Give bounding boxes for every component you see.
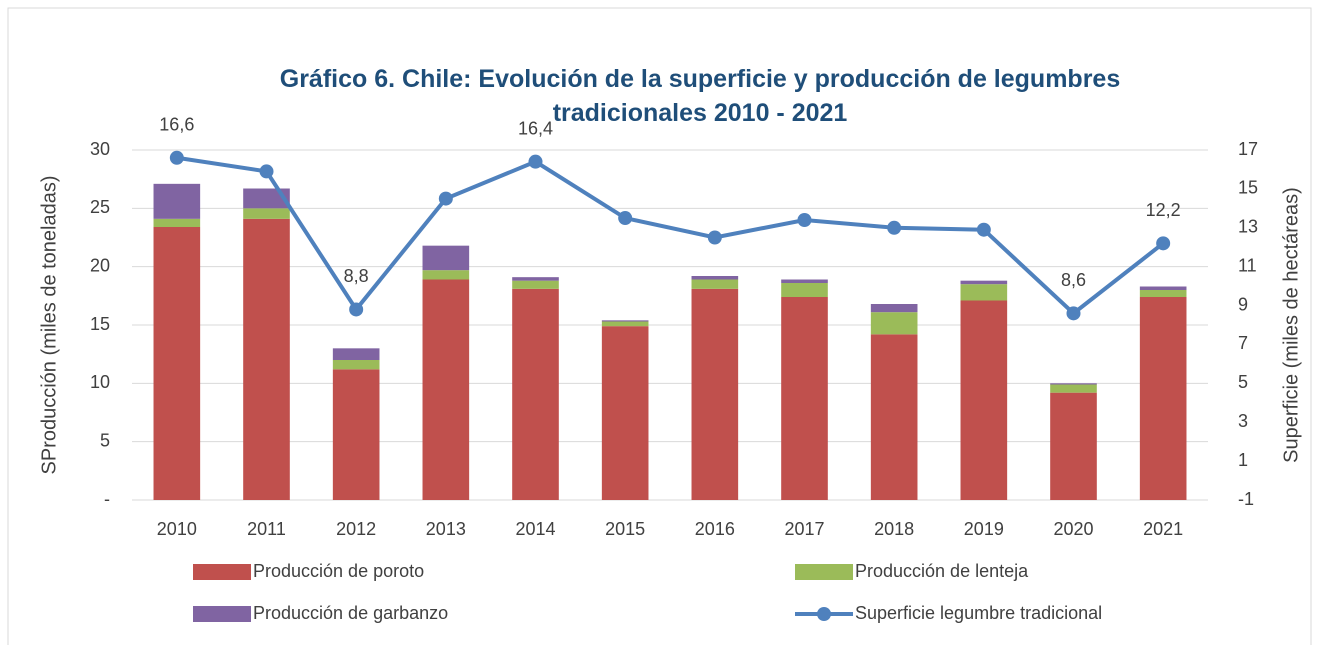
x-tick-label: 2011	[247, 519, 286, 539]
bar	[422, 270, 470, 280]
bar	[601, 320, 649, 322]
bar	[243, 208, 290, 219]
bar	[422, 279, 470, 500]
bar	[960, 280, 1008, 285]
bar	[512, 288, 559, 500]
line-marker	[528, 154, 543, 169]
x-tick-label: 2016	[695, 519, 735, 539]
bar	[960, 300, 1008, 500]
x-tick-label: 2021	[1143, 519, 1183, 539]
x-tick-label: 2014	[515, 519, 555, 539]
bar	[332, 369, 380, 500]
x-tick-label: 2017	[784, 519, 824, 539]
line-marker	[797, 213, 812, 227]
y2-axis-label: Superficie (miles de hectáreas)	[1280, 187, 1302, 463]
y2-tick-label: 5	[1238, 372, 1248, 392]
line-marker	[1066, 306, 1081, 321]
x-tick-label: 2015	[605, 519, 645, 539]
data-label: 16,6	[159, 115, 194, 135]
y2-tick-label: 1	[1238, 450, 1248, 470]
bar	[512, 277, 559, 281]
y-tick-label: 15	[90, 314, 110, 334]
bar	[422, 245, 470, 271]
y2-tick-label: 9	[1238, 294, 1248, 314]
legend-label: Superficie legumbre tradicional	[855, 603, 1102, 623]
line-marker	[169, 150, 184, 165]
bar	[960, 284, 1008, 301]
y-tick-label: 25	[90, 197, 110, 217]
chart-title: Gráfico 6. Chile: Evolución de la superf…	[279, 65, 1121, 127]
bar	[691, 279, 739, 289]
bar	[153, 218, 201, 227]
bar	[243, 188, 290, 209]
legend-label: Producción de lenteja	[855, 561, 1029, 581]
bar	[1050, 392, 1097, 500]
bar	[1050, 384, 1097, 393]
line-marker	[259, 164, 274, 179]
y-tick-label: 10	[90, 372, 110, 392]
y2-tick-label: 13	[1238, 217, 1258, 237]
bar	[1139, 286, 1187, 290]
legend-swatch	[795, 564, 853, 580]
bar	[691, 276, 739, 280]
line-marker	[618, 211, 633, 226]
bar	[781, 297, 828, 500]
legend-label: Producción de garbanzo	[253, 603, 448, 623]
bar	[870, 312, 918, 335]
data-label: 8,6	[1061, 270, 1086, 290]
y-axis-label: SProducción (miles de toneladas)	[38, 175, 60, 474]
y2-tick-label: 15	[1238, 178, 1258, 198]
bar	[332, 348, 380, 360]
line-marker	[438, 191, 453, 206]
bar	[1050, 383, 1097, 385]
x-tick-label: 2012	[336, 519, 376, 539]
legend-swatch	[193, 606, 251, 622]
bar	[332, 360, 380, 370]
bar	[870, 304, 918, 313]
y2-tick-label: 3	[1238, 411, 1248, 431]
x-tick-label: 2018	[874, 519, 914, 539]
data-label: 16,4	[518, 118, 553, 138]
data-label: 12,2	[1146, 200, 1181, 220]
y2-tick-label: 17	[1238, 139, 1258, 159]
bar	[601, 321, 649, 327]
bar	[691, 288, 739, 500]
data-label: 8,8	[344, 266, 369, 286]
bar	[512, 280, 559, 289]
bar	[781, 279, 828, 283]
line-marker	[1156, 236, 1171, 251]
bar	[870, 334, 918, 500]
y-tick-label: 5	[100, 430, 110, 450]
x-tick-label: 2019	[964, 519, 1004, 539]
x-tick-label: 2020	[1053, 519, 1093, 539]
bar	[601, 326, 649, 500]
x-tick-label: 2013	[426, 519, 466, 539]
y2-tick-label: -1	[1238, 489, 1254, 509]
x-tick-label: 2010	[157, 519, 197, 539]
line	[176, 155, 1165, 316]
bar	[1139, 290, 1187, 297]
line-marker	[349, 302, 364, 317]
line-marker	[707, 230, 722, 245]
bar	[781, 283, 828, 297]
legend-swatch	[193, 564, 251, 580]
bar	[153, 227, 201, 500]
y-tick-label: 20	[90, 255, 110, 275]
bar	[1139, 297, 1187, 500]
y-tick-label: -	[104, 489, 110, 509]
line-marker	[976, 222, 991, 237]
bar	[153, 183, 201, 219]
bar	[243, 218, 290, 501]
y-tick-label: 30	[90, 139, 110, 159]
chart-border	[7, 7, 1312, 645]
legend-swatch	[817, 607, 831, 621]
legend-label: Producción de poroto	[253, 561, 424, 581]
line-marker	[887, 220, 902, 235]
y2-tick-label: 11	[1238, 255, 1257, 275]
y2-tick-label: 7	[1238, 333, 1248, 353]
